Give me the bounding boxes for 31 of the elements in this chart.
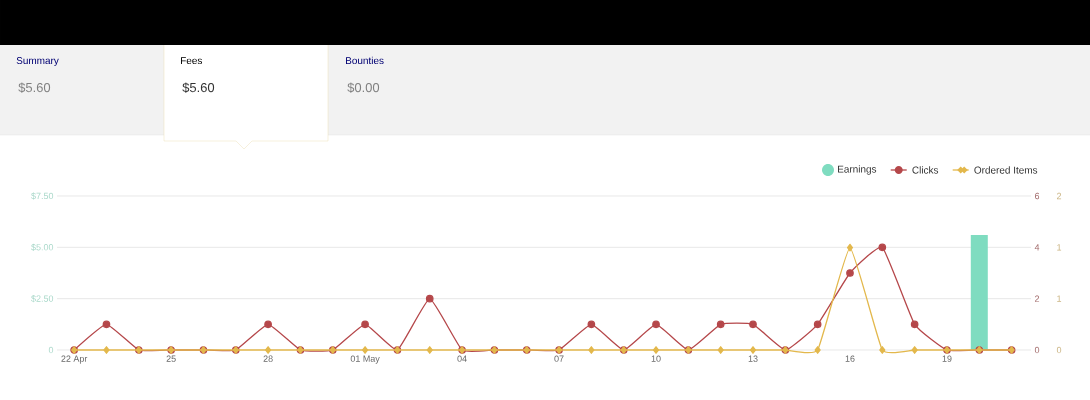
y3-tick-label: 1: [1057, 295, 1062, 302]
text: Summary: [16, 57, 59, 67]
x-tick-label: 28: [263, 355, 273, 362]
x-tick-label: 25: [166, 355, 176, 362]
y-tick-label: $2.50: [31, 295, 54, 303]
legend-label: Clicks: [912, 166, 939, 174]
x-tick-label: 16: [845, 355, 855, 362]
y2-tick-label: 6: [1034, 192, 1040, 200]
text: Fees: [181, 57, 202, 65]
y-tick-label: $7.50: [31, 192, 54, 200]
y2-tick-label: 0: [1034, 346, 1040, 354]
y2-tick-label: 4: [1034, 244, 1040, 251]
y3-tick-label: 2: [1056, 192, 1062, 200]
x-tick-label: 19: [942, 355, 952, 362]
legend-label: Ordered Items: [974, 166, 1038, 174]
y3-tick-label: 0: [1056, 346, 1062, 354]
y-tick-label: $5.00: [31, 243, 54, 251]
y3-tick-label: 1: [1057, 244, 1062, 251]
text: $5.60: [182, 82, 215, 93]
text: $0.00: [347, 82, 380, 93]
y-tick-label: 0: [48, 346, 54, 354]
x-tick-label: 04: [457, 355, 467, 362]
text: Bounties: [346, 56, 384, 65]
x-tick-label: 22 Apr: [61, 355, 88, 364]
text: $5.60: [18, 82, 51, 93]
x-tick-label: 01 May: [350, 355, 380, 364]
y2-tick-label: 2: [1034, 295, 1040, 302]
x-tick-label: 10: [651, 355, 661, 362]
legend-label: Earnings: [838, 165, 877, 175]
x-tick-label: 07: [554, 355, 564, 362]
x-tick-label: 13: [748, 355, 758, 362]
